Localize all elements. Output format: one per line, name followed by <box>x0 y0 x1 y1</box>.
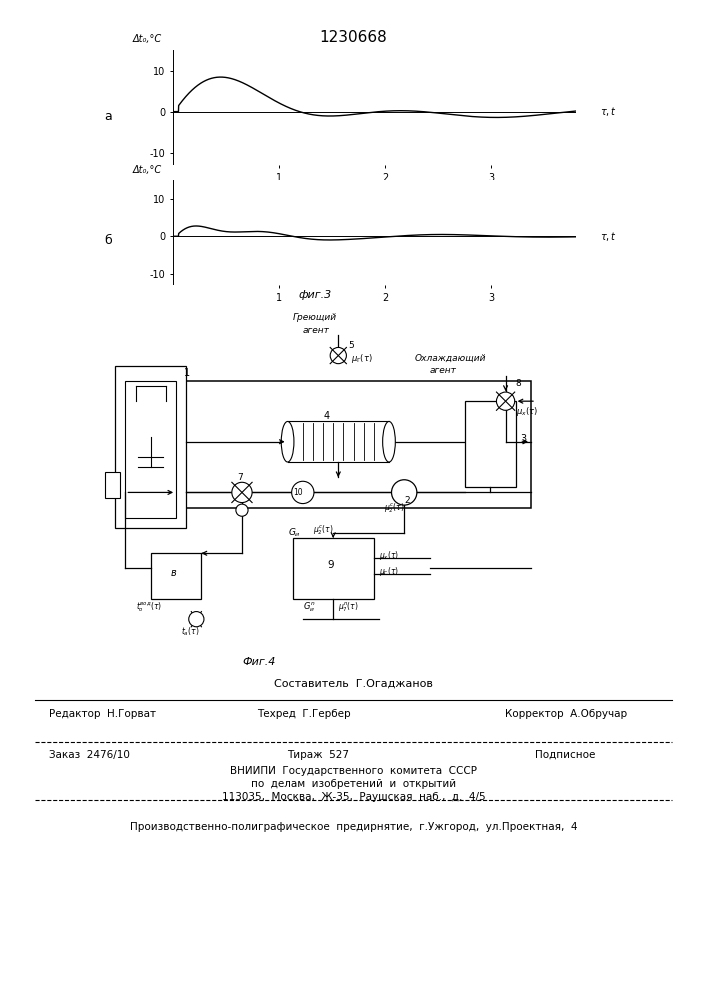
Text: 5: 5 <box>349 341 354 350</box>
Text: 1230668: 1230668 <box>320 30 387 45</box>
Bar <box>176 381 531 508</box>
Text: 7: 7 <box>237 473 243 482</box>
Circle shape <box>232 482 252 503</box>
Text: Техред  Г.Гербер: Техред Г.Гербер <box>257 709 351 719</box>
Text: $t_o^{вод}(\tau)$: $t_o^{вод}(\tau)$ <box>136 600 161 614</box>
Text: Корректор  А.Обручар: Корректор А.Обручар <box>505 709 626 719</box>
Text: Δt₀,°C: Δt₀,°C <box>133 165 162 175</box>
Text: $\mu_2^c(\tau)$: $\mu_2^c(\tau)$ <box>313 524 334 537</box>
Text: 2: 2 <box>404 496 409 505</box>
Bar <box>465 401 515 487</box>
Text: Δt₀,°C: Δt₀,°C <box>133 34 162 44</box>
Text: фиг.3: фиг.3 <box>298 290 332 300</box>
Text: Фиг.4: Фиг.4 <box>242 657 275 667</box>
Text: 3: 3 <box>521 434 527 444</box>
Text: агент: агент <box>303 326 329 335</box>
Text: $G_и$: $G_и$ <box>288 527 300 539</box>
Text: Греющий: Греющий <box>293 313 337 322</box>
Text: $G_и^n$: $G_и^n$ <box>303 600 315 614</box>
Bar <box>151 553 201 599</box>
Circle shape <box>496 392 515 410</box>
Text: Тираж  527: Тираж 527 <box>287 750 349 760</box>
Text: Производственно-полиграфическое  предирнятие,  г.Ужгород,  ул.Проектная,  4: Производственно-полиграфическое предирня… <box>130 822 577 832</box>
Circle shape <box>189 612 204 627</box>
Text: 9: 9 <box>327 560 334 570</box>
Text: a: a <box>105 110 112 123</box>
Text: ВНИИПИ  Государственного  комитета  СССР: ВНИИПИ Государственного комитета СССР <box>230 766 477 776</box>
Text: Охлаждающий: Охлаждающий <box>414 354 486 363</box>
Circle shape <box>292 481 314 504</box>
Ellipse shape <box>382 421 395 462</box>
Text: $\mu_7^n(\tau)$: $\mu_7^n(\tau)$ <box>338 600 359 614</box>
Text: 1: 1 <box>184 368 189 378</box>
Text: по  делам  изобретений  и  открытий: по делам изобретений и открытий <box>251 779 456 789</box>
Text: $\tau,t$: $\tau,t$ <box>600 105 617 118</box>
Text: $\mu_2^c(\tau)$: $\mu_2^c(\tau)$ <box>384 501 404 515</box>
Circle shape <box>392 480 417 505</box>
Text: 10: 10 <box>293 488 303 497</box>
Bar <box>293 538 374 599</box>
Text: $t_a(\tau)$: $t_a(\tau)$ <box>181 625 199 638</box>
Bar <box>115 366 186 528</box>
Text: Составитель  Г.Огаджанов: Составитель Г.Огаджанов <box>274 679 433 689</box>
Text: 113035,  Москва,  Ж-35,  Раушская  наб.,  д.  4/5: 113035, Москва, Ж-35, Раушская наб., д. … <box>222 792 485 802</box>
Circle shape <box>330 347 346 364</box>
Circle shape <box>236 504 248 516</box>
Text: агент: агент <box>430 366 457 375</box>
Text: $\mu_x(\tau)$: $\mu_x(\tau)$ <box>515 405 538 418</box>
Text: 8: 8 <box>515 379 522 388</box>
Text: $\mu_\Gamma(\tau)$: $\mu_\Gamma(\tau)$ <box>379 565 399 578</box>
Text: Подписное: Подписное <box>535 750 596 760</box>
Text: Заказ  2476/10: Заказ 2476/10 <box>49 750 130 760</box>
Text: б: б <box>105 234 112 247</box>
Text: Редактор  Н.Горват: Редактор Н.Горват <box>49 709 156 719</box>
Text: $\mu_x(\tau)$: $\mu_x(\tau)$ <box>379 549 399 562</box>
Text: 4: 4 <box>323 411 329 421</box>
Bar <box>105 472 120 497</box>
Text: $\mu_\Gamma(\tau)$: $\mu_\Gamma(\tau)$ <box>351 352 373 365</box>
Text: в: в <box>170 568 177 578</box>
Bar <box>125 381 176 518</box>
Ellipse shape <box>281 421 294 462</box>
Text: $\tau,t$: $\tau,t$ <box>600 230 617 243</box>
